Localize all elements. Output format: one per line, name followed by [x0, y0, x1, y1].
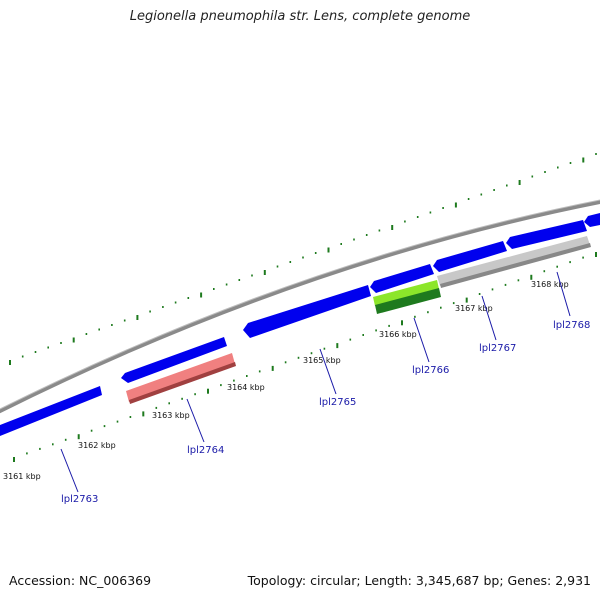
kbp-tick-labels: 3161 kbp 3162 kbp 3163 kbp 3164 kbp 3165… [3, 280, 569, 481]
callout-line [556, 271, 571, 317]
cds-arrow[interactable] [243, 285, 371, 338]
feature-track [126, 236, 591, 404]
kbp-label: 3161 kbp [3, 472, 41, 481]
gene-callouts [60, 271, 571, 493]
cds-arrow[interactable] [506, 220, 587, 249]
callout-line [481, 295, 497, 341]
darkgreen-feature[interactable] [375, 288, 441, 314]
gene-label[interactable]: lpl2767 [479, 343, 516, 354]
cds-arrow[interactable] [121, 337, 227, 383]
gene-label[interactable]: lpl2765 [319, 397, 356, 408]
outer-tick-track [9, 153, 597, 365]
callout-line [319, 348, 337, 395]
accession-text: Accession: NC_006369 [9, 573, 152, 588]
kbp-label: 3166 kbp [379, 330, 417, 339]
kbp-label: 3162 kbp [78, 441, 116, 450]
kbp-label: 3165 kbp [303, 356, 341, 365]
gene-label[interactable]: lpl2763 [61, 494, 98, 505]
kbp-label: 3164 kbp [227, 383, 265, 392]
gene-label[interactable]: lpl2764 [187, 445, 224, 456]
kbp-label: 3163 kbp [152, 411, 190, 420]
gene-label[interactable]: lpl2768 [553, 320, 590, 331]
callout-line [413, 317, 430, 363]
cds-arrow[interactable] [370, 264, 434, 293]
gray-feature[interactable] [437, 236, 590, 286]
lightgreen-feature[interactable] [373, 280, 439, 306]
backbone-line [0, 199, 600, 414]
cds-arrow[interactable] [0, 386, 102, 436]
genome-title: Legionella pneumophila str. Lens, comple… [129, 9, 471, 24]
pink-feature[interactable] [126, 353, 235, 402]
inner-tick-track [13, 252, 597, 462]
gene-labels: lpl2763 lpl2764 lpl2765 lpl2766 lpl2767 … [61, 320, 590, 505]
pink-feature-shadow [129, 362, 236, 404]
cds-forward-track [0, 213, 600, 436]
callout-line [60, 448, 79, 493]
genome-summary-text: Topology: circular; Length: 3,345,687 bp… [247, 573, 591, 588]
callout-line [186, 398, 205, 443]
gene-label[interactable]: lpl2766 [412, 365, 449, 376]
cds-arrow[interactable] [433, 241, 507, 272]
kbp-label: 3168 kbp [531, 280, 569, 289]
kbp-label: 3167 kbp [455, 304, 493, 313]
cds-arrow[interactable] [584, 213, 600, 227]
backbone-highlight [0, 199, 600, 410]
gray-feature-shadow [440, 243, 591, 288]
